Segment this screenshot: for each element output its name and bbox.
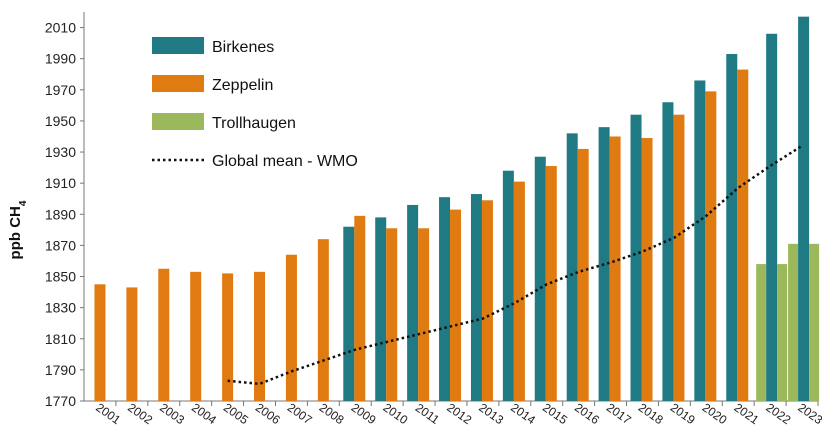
x-tick-label: 2014 [508,400,538,427]
x-tick-label: 2019 [668,400,698,427]
x-tick-label: 2015 [540,400,570,427]
bar-birkenes-2011 [407,204,419,401]
y-axis-label: ppb CH4 [7,200,29,259]
x-axis: 2001 2002 2003 2004 2005 2006 2007 2008 2009 2010… [84,400,822,427]
bar-zeppelin-2020 [705,91,717,401]
bar-zeppelin-2006 [254,271,266,401]
bar-birkenes-2021 [726,54,738,402]
bar-birkenes-2022 [766,33,778,402]
x-tick-label: 2018 [636,400,666,427]
bar-birkenes-2017 [598,127,610,402]
legend-label: Zeppelin [212,77,273,94]
bar-trollhaugen-2022 [756,264,767,401]
legend-label: Global mean - WMO [212,153,358,170]
y-tick-label: 1950 [45,113,76,129]
bar-zeppelin-2008 [317,239,329,401]
bar-zeppelin-2010 [386,228,398,401]
bar-zeppelin-2018 [641,138,653,401]
bar-birkenes-2019 [662,102,674,402]
y-tick-label: 1930 [45,144,76,160]
y-tick-label: 1770 [45,393,76,409]
bar-zeppelin-2004 [190,271,202,401]
bar-trollhaugen-2022 [777,264,788,401]
x-tick-label: 2022 [763,400,793,427]
bar-zeppelin-2005 [222,273,234,401]
x-tick-label: 2004 [189,400,219,427]
x-tick-label: 2010 [381,400,411,427]
y-tick-label: 2010 [45,20,76,36]
bar-zeppelin-2009 [354,215,366,401]
legend-swatch-zeppelin [152,75,204,92]
legend-swatch-trollhaugen [152,113,204,130]
bar-zeppelin-2012 [450,209,462,401]
x-tick-label: 2021 [732,400,762,427]
bar-zeppelin-2013 [481,200,493,401]
series-line-global-mean [227,144,803,386]
bar-birkenes-2010 [375,217,387,401]
bar-zeppelin-2014 [513,181,525,401]
bar-birkenes-2015 [534,156,546,401]
bar-zeppelin-2021 [737,69,749,402]
x-tick-label: 2012 [444,400,474,427]
bar-birkenes-2020 [694,80,706,402]
x-tick-label: 2005 [221,400,251,427]
y-tick-label: 1790 [45,362,76,378]
bar-zeppelin-2011 [418,228,430,401]
global-mean-line [227,144,803,386]
legend-label: Birkenes [212,39,274,56]
x-tick-label: 2020 [700,400,730,427]
x-tick-label: 2007 [285,400,315,427]
bar-trollhaugen-2023 [809,243,820,401]
x-tick-label: 2017 [604,400,634,427]
x-tick-label: 2003 [157,400,187,427]
bar-birkenes-2009 [343,226,355,401]
bar-birkenes-2013 [470,194,482,401]
y-tick-label: 1910 [45,175,76,191]
x-tick-label: 2006 [253,400,283,427]
bar-birkenes-2014 [502,170,514,401]
bar-birkenes-2018 [630,114,642,402]
bar-birkenes-2012 [439,197,451,401]
y-tick-label: 1870 [45,237,76,253]
y-tick-label: 1830 [45,300,76,316]
legend-label: Trollhaugen [212,115,296,132]
y-tick-label: 1890 [45,206,76,222]
legend-swatch-birkenes [152,37,204,54]
bar-zeppelin-2017 [609,136,621,402]
x-tick-label: 2001 [93,400,123,427]
x-tick-label: 2008 [317,400,347,427]
y-tick-label: 1990 [45,51,76,67]
bar-zeppelin-2007 [285,254,297,401]
bar-zeppelin-2002 [126,287,138,401]
bar-birkenes-2016 [566,133,578,402]
bar-zeppelin-2003 [158,268,170,401]
bar-zeppelin-2019 [673,114,685,402]
bar-birkenes-2023 [798,16,810,401]
y-axis: 1770 1790 1810 1830 1850 1870 1890 1910 1930 1950… [45,12,85,409]
x-tick-label: 2016 [572,400,602,427]
x-tick-label: 2009 [349,400,379,427]
legend: Birkenes Zeppelin Trollhaugen Global mean -… [152,37,358,170]
x-tick-label: 2013 [476,400,506,427]
bar-zeppelin-2001 [94,284,106,401]
bar-zeppelin-2016 [577,148,589,401]
y-tick-label: 1850 [45,269,76,285]
bar-trollhaugen-2023 [788,243,799,401]
y-tick-label: 1970 [45,82,76,98]
y-tick-label: 1810 [45,331,76,347]
bars [94,16,820,402]
x-tick-label: 2002 [125,400,155,427]
x-tick-label: 2011 [413,401,442,427]
